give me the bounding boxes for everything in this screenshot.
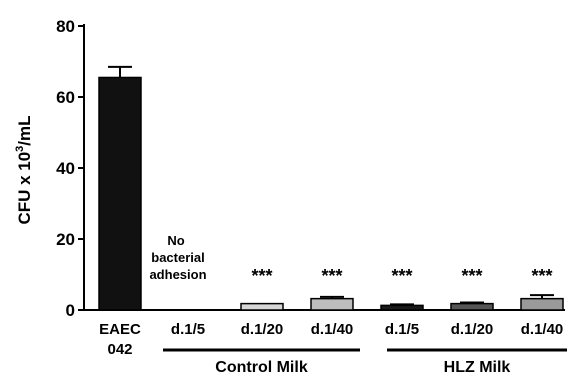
- bar: [380, 304, 424, 311]
- category-label: d.1/40: [521, 321, 564, 338]
- annotation-text: adhesion: [149, 267, 206, 282]
- significance-marker: ***: [461, 266, 482, 286]
- bar: [520, 297, 564, 311]
- y-tick-label: 20: [56, 230, 75, 249]
- y-axis-title-exponent: 3: [14, 146, 26, 152]
- y-axis-title-unit: /mL: [15, 115, 34, 145]
- y-axis-title: CFU x 103/mL: [14, 115, 34, 224]
- y-tick-label: 0: [66, 301, 75, 320]
- significance-marker: ***: [531, 266, 552, 286]
- y-tick-label: 40: [56, 159, 75, 178]
- y-axis: 0 20 40 60 80: [56, 17, 565, 320]
- annotation-text: bacterial: [151, 250, 204, 265]
- group-brackets: Control Milk HLZ Milk: [163, 348, 567, 376]
- category-label: d.1/20: [241, 321, 284, 338]
- y-axis-title-main: CFU x 10: [15, 152, 34, 225]
- significance-marker: ***: [391, 266, 412, 286]
- group-label: HLZ Milk: [444, 359, 511, 376]
- bar: [240, 302, 284, 311]
- category-labels: EAEC 042 d.1/5 d.1/20 d.1/40 d.1/5 d.1/20 d.1/4…: [99, 321, 563, 358]
- significance-marker: ***: [321, 266, 342, 286]
- group-label: Control Milk: [215, 359, 308, 376]
- y-tick-label: 80: [56, 17, 75, 36]
- bar: [310, 297, 354, 311]
- significance-marker: ***: [251, 266, 272, 286]
- category-label: d.1/20: [451, 321, 494, 338]
- y-tick-label: 60: [56, 88, 75, 107]
- category-label: d.1/40: [311, 321, 354, 338]
- bar: [98, 76, 142, 311]
- annotation-text: No: [167, 233, 184, 248]
- category-label: d.1/5: [385, 321, 419, 338]
- category-label: EAEC: [99, 321, 141, 338]
- bars: *** *** *** *** *** No bacterial adhesion: [98, 65, 564, 311]
- category-label: 042: [107, 341, 132, 358]
- category-label: d.1/5: [171, 321, 205, 338]
- bar: [450, 302, 494, 311]
